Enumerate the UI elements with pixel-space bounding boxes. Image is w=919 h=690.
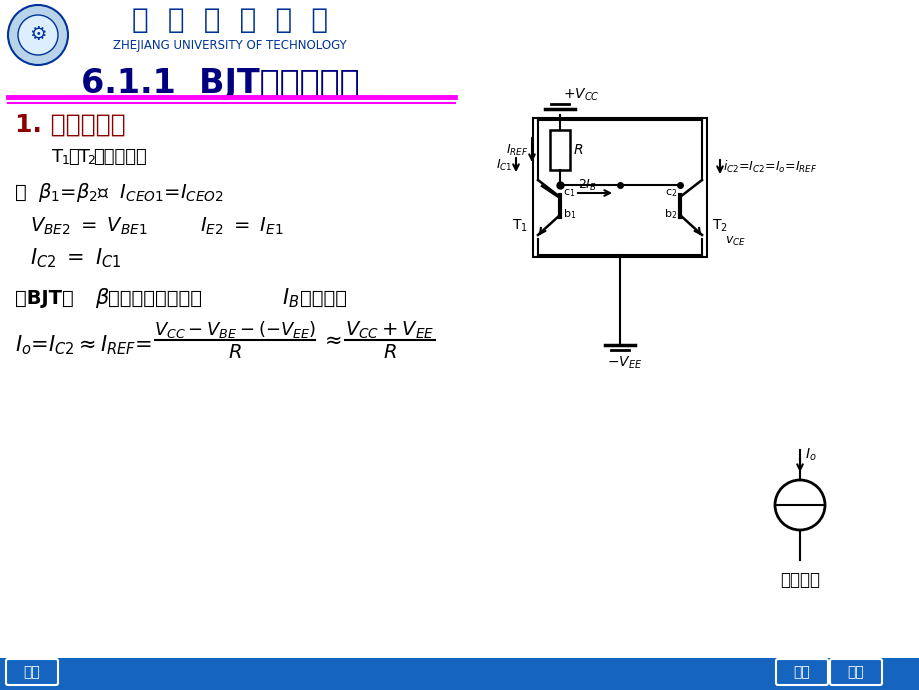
Text: $I_B$: $I_B$: [282, 286, 299, 310]
Circle shape: [8, 5, 68, 65]
Text: ⚙: ⚙: [29, 26, 47, 44]
Text: b$_2$: b$_2$: [663, 207, 676, 221]
Text: $\approx$: $\approx$: [320, 330, 341, 350]
FancyBboxPatch shape: [829, 659, 881, 685]
Text: $I_{C2}$ $=$ $I_{C1}$: $I_{C2}$ $=$ $I_{C1}$: [30, 246, 121, 270]
Text: 1. 镜像电流源: 1. 镜像电流源: [15, 113, 126, 137]
Text: $v_{CE}$: $v_{CE}$: [724, 235, 745, 248]
Text: c$_2$: c$_2$: [664, 187, 676, 199]
Text: $V_{CC}+V_{EE}$: $V_{CC}+V_{EE}$: [345, 319, 435, 341]
Text: c$_1$: c$_1$: [562, 187, 574, 199]
Text: $\beta_1$=$\beta_2$，  $I_{CEO1}$=$I_{CEO2}$: $\beta_1$=$\beta_2$， $I_{CEO1}$=$I_{CEO2…: [38, 181, 223, 204]
Text: $V_{CC}-V_{BE}-(-V_{EE})$: $V_{CC}-V_{BE}-(-V_{EE})$: [153, 319, 316, 340]
Text: T$_1$: T$_1$: [512, 218, 528, 234]
Text: $I_{C1}$: $I_{C1}$: [496, 157, 513, 172]
Circle shape: [18, 15, 58, 55]
Text: T$_2$: T$_2$: [711, 218, 727, 234]
Text: $R$: $R$: [382, 342, 396, 362]
Text: $I_{REF}$: $I_{REF}$: [505, 142, 528, 157]
Text: 首页: 首页: [24, 665, 40, 679]
Bar: [532, 118, 706, 257]
Text: $\beta$: $\beta$: [95, 286, 109, 310]
Text: 即: 即: [15, 182, 27, 201]
Text: 上页: 上页: [793, 665, 810, 679]
Text: $I_{E2}$ $=$ $I_{E1}$: $I_{E2}$ $=$ $I_{E1}$: [199, 215, 283, 237]
FancyBboxPatch shape: [6, 659, 58, 685]
Text: 较大时，基极电流: 较大时，基极电流: [108, 288, 202, 308]
Text: 代表符号: 代表符号: [779, 571, 819, 589]
Text: 的参数全同: 的参数全同: [93, 148, 147, 166]
Text: $I_o$: $I_o$: [804, 447, 816, 463]
Text: 1: 1: [62, 153, 70, 166]
Text: $R$: $R$: [573, 143, 583, 157]
Text: $R$: $R$: [228, 342, 242, 362]
Text: 可以忽略: 可以忽略: [300, 288, 346, 308]
Text: 6.1.1  BJT电流源电路: 6.1.1 BJT电流源电路: [81, 66, 359, 99]
FancyBboxPatch shape: [775, 659, 827, 685]
Text: $V_{BE2}$ $=$ $V_{BE1}$: $V_{BE2}$ $=$ $V_{BE1}$: [30, 215, 147, 237]
Text: 、T: 、T: [68, 148, 90, 166]
Bar: [0, 658, 919, 690]
Text: 2: 2: [87, 153, 95, 166]
Text: b$_1$: b$_1$: [562, 207, 576, 221]
Text: 当BJT的: 当BJT的: [15, 288, 74, 308]
Text: T: T: [52, 148, 63, 166]
Bar: [550, 130, 570, 170]
Text: ZHEJIANG UNIVERSITY OF TECHNOLOGY: ZHEJIANG UNIVERSITY OF TECHNOLOGY: [113, 39, 346, 52]
Text: 浙  江  工  业  大  学: 浙 江 工 业 大 学: [131, 6, 328, 34]
Text: $2I_B$: $2I_B$: [577, 177, 596, 193]
Text: $+V_{CC}$: $+V_{CC}$: [562, 87, 599, 104]
Text: $-V_{EE}$: $-V_{EE}$: [607, 355, 642, 371]
Text: 下页: 下页: [846, 665, 864, 679]
Text: $i_{C2}$=$I_{C2}$=$I_o$=$I_{REF}$: $i_{C2}$=$I_{C2}$=$I_o$=$I_{REF}$: [722, 159, 817, 175]
Text: $I_o$=$I_{C2}$$\approx$$I_{REF}$=: $I_o$=$I_{C2}$$\approx$$I_{REF}$=: [15, 333, 152, 357]
Circle shape: [774, 480, 824, 530]
